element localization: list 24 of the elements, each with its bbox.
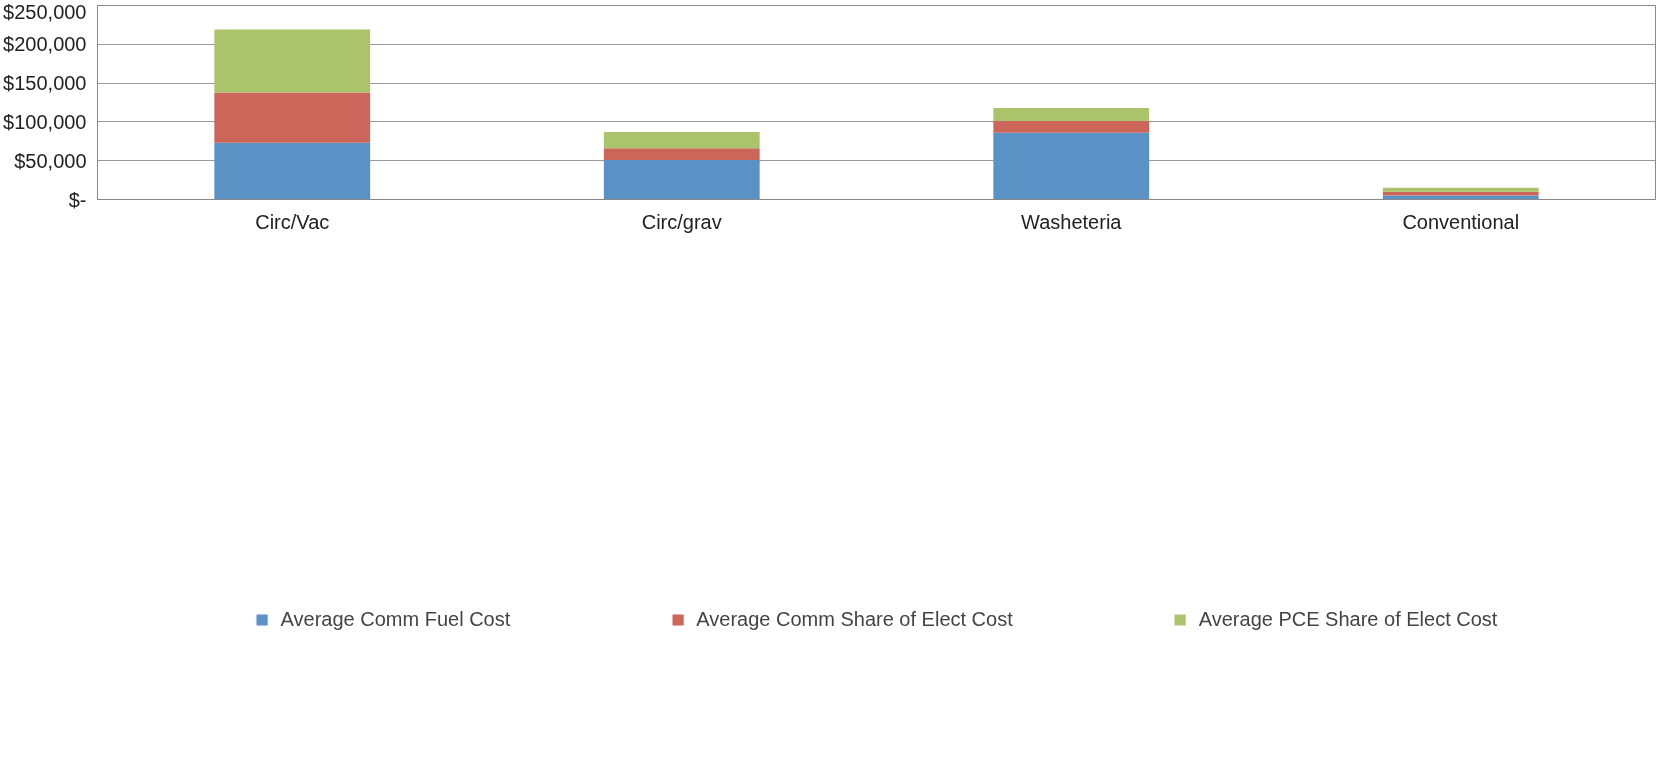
bar — [214, 142, 371, 200]
bar — [1382, 191, 1539, 196]
y-tick-label: $100,000 — [3, 110, 87, 133]
y-tick-label: $250,000 — [3, 0, 87, 23]
bar — [603, 159, 760, 200]
legend-label: Average Comm Fuel Cost — [280, 607, 511, 631]
legend-label: Average Comm Share of Elect Cost — [696, 607, 1013, 631]
bar — [993, 132, 1150, 200]
y-tick-label: $50,000 — [14, 149, 87, 172]
y-tick-label: $200,000 — [3, 33, 87, 56]
bar — [993, 121, 1150, 133]
x-tick-label: Circ/Vac — [255, 210, 330, 233]
bar — [603, 131, 760, 149]
bar — [214, 29, 371, 93]
bar — [1382, 187, 1539, 192]
x-tick-label: Conventional — [1402, 210, 1520, 233]
legend-label: Average PCE Share of Elect Cost — [1198, 607, 1498, 631]
bar — [214, 92, 371, 143]
x-tick-label: Washeteria — [1021, 210, 1123, 233]
x-tick-label: Circ/grav — [641, 210, 722, 233]
y-tick-label: $- — [68, 188, 87, 211]
bar — [603, 148, 760, 160]
bar — [993, 107, 1150, 122]
y-tick-label: $150,000 — [3, 72, 87, 95]
